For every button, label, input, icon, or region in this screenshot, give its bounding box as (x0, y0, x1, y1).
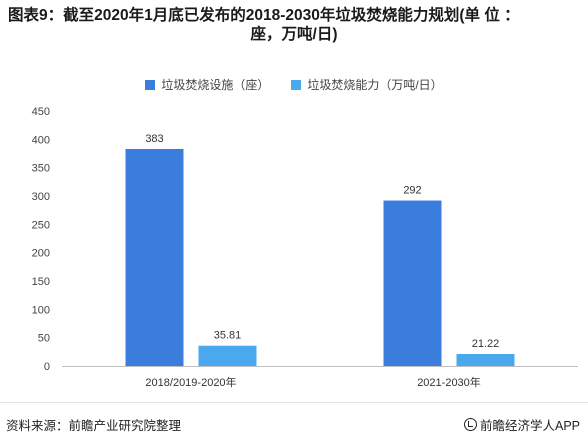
source-note: 资料来源：前瞻产业研究院整理 (6, 419, 182, 433)
y-tick-label: 100 (32, 304, 50, 316)
legend-item-facilities: 垃圾焚烧设施（座） (145, 76, 269, 93)
legend-label-facilities: 垃圾焚烧设施（座） (161, 78, 270, 92)
footer: 资料来源：前瞻产业研究院整理 前瞻经济学人APP (0, 402, 588, 444)
y-tick-label: 250 (32, 219, 50, 231)
data-label: 292 (403, 185, 421, 197)
chart-title: 图表9：截至2020年1月底已发布的2018-2030年垃圾焚烧能力规划(单 位… (8, 6, 580, 44)
chart-title-line1: 图表9：截至2020年1月底已发布的2018-2030年垃圾焚烧能力规划(单 位… (8, 7, 520, 24)
data-label: 21.22 (472, 338, 500, 350)
y-tick-label: 150 (32, 276, 50, 288)
bar (456, 353, 515, 366)
legend-item-capacity: 垃圾焚烧能力（万吨/日） (291, 76, 443, 93)
y-tick-label: 200 (32, 248, 50, 260)
bar (383, 200, 442, 366)
brand-logo-icon (463, 418, 477, 431)
x-tick-label: 2021-2030年 (417, 375, 481, 389)
legend-swatch-facilities (145, 79, 156, 90)
bar-chart: 0 50 100 150 200 250 300 350 400 450 383 35.81 2018/… (32, 106, 578, 389)
data-label: 35.81 (214, 330, 242, 342)
brand-credit: 前瞻经济学人APP (463, 415, 580, 434)
y-tick-label: 400 (32, 134, 50, 146)
chart-title-line2: 座，万吨/日) (250, 26, 338, 43)
data-label: 383 (145, 133, 163, 145)
legend: 垃圾焚烧设施（座） 垃圾焚烧能力（万吨/日） (0, 76, 588, 93)
legend-swatch-capacity (291, 79, 302, 90)
x-tick-label: 2018/2019-2020年 (145, 375, 236, 389)
y-tick-label: 450 (32, 106, 50, 118)
y-tick-label: 300 (32, 191, 50, 203)
legend-label-capacity: 垃圾焚烧能力（万吨/日） (307, 78, 443, 92)
bar (125, 148, 184, 366)
bar (198, 345, 257, 366)
y-tick-label: 50 (38, 333, 50, 345)
y-tick-label: 0 (44, 361, 50, 373)
y-tick-label: 350 (32, 163, 50, 175)
brand-name: 前瞻经济学人APP (479, 419, 580, 433)
